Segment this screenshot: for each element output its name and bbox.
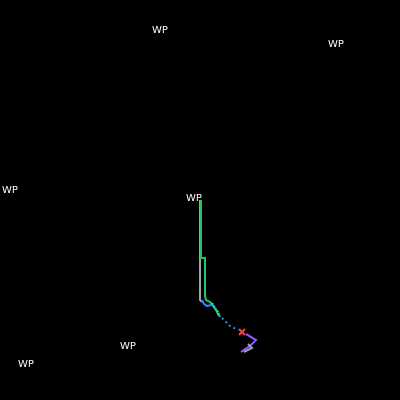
waypoint-label-5: WP (120, 341, 136, 352)
waypoint-label-2: WP (328, 39, 344, 50)
waypoint-label-6: WP (18, 359, 34, 370)
x-marker-icon (238, 328, 246, 336)
path-teal-segment (211, 302, 221, 318)
path-blue-segment (201, 299, 212, 308)
waypoint-label-3: WP (2, 185, 18, 196)
path-green-segment (200, 200, 220, 317)
path-gray-end-segment (243, 343, 254, 353)
path-blue-dashed-segment (221, 317, 239, 331)
waypoint-label-1: WP (152, 25, 168, 36)
waypoint-label-4: WP (186, 193, 202, 204)
